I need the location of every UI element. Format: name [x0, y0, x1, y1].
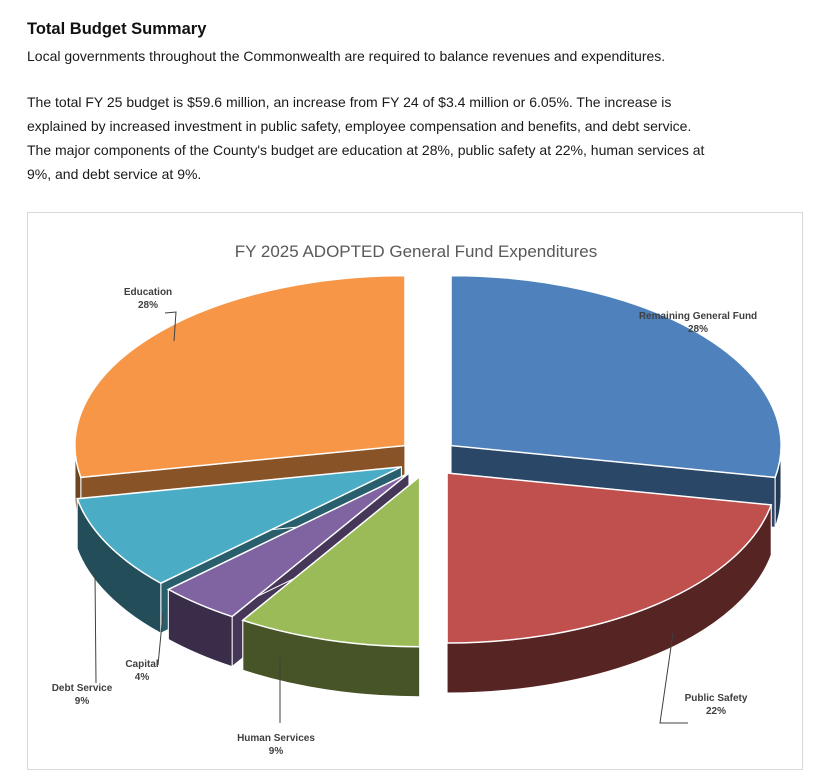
data-label-debt-service: Debt Service — [52, 683, 113, 694]
chart-title: FY 2025 ADOPTED General Fund Expenditure… — [235, 242, 598, 261]
leader-line-debt-service — [94, 572, 97, 684]
body-line: The major components of the County's bud… — [27, 142, 705, 158]
data-label-education: Education — [124, 287, 172, 298]
leader-line-education — [164, 311, 177, 342]
data-label-human-services: Human Services — [237, 733, 315, 744]
body-line: The total FY 25 budget is $59.6 million,… — [27, 94, 672, 110]
data-value-human-services: 9% — [269, 746, 284, 757]
data-value-debt-service: 9% — [75, 696, 90, 707]
budget-summary: Total Budget Summary Local governments t… — [27, 20, 817, 186]
section-heading: Total Budget Summary — [27, 20, 207, 38]
pie-slice-human-services — [241, 475, 421, 698]
data-value-education: 28% — [138, 300, 158, 311]
data-label-public-safety: Public Safety — [685, 693, 748, 704]
leader-line-public-safety — [659, 632, 688, 724]
data-value-capital: 4% — [135, 672, 150, 683]
body-line: 9%, and debt service at 9%. — [27, 166, 202, 182]
expenditure-pie-chart: FY 2025 ADOPTED General Fund Expenditure… — [52, 242, 782, 757]
body-paragraph: The total FY 25 budget is $59.6 million,… — [27, 90, 817, 186]
body-line: explained by increased investment in pub… — [27, 118, 692, 134]
chart-frame: FY 2025 ADOPTED General Fund Expenditure… — [27, 212, 803, 770]
data-value-remaining-general-fund: 28% — [688, 324, 708, 335]
data-value-public-safety: 22% — [706, 706, 726, 717]
pie-slice-public-safety — [446, 472, 773, 694]
leader-line-capital — [157, 612, 164, 666]
intro-paragraph: Local governments throughout the Commonw… — [27, 48, 666, 64]
data-label-remaining-general-fund: Remaining General Fund — [639, 311, 757, 322]
data-label-capital: Capital — [125, 659, 159, 670]
